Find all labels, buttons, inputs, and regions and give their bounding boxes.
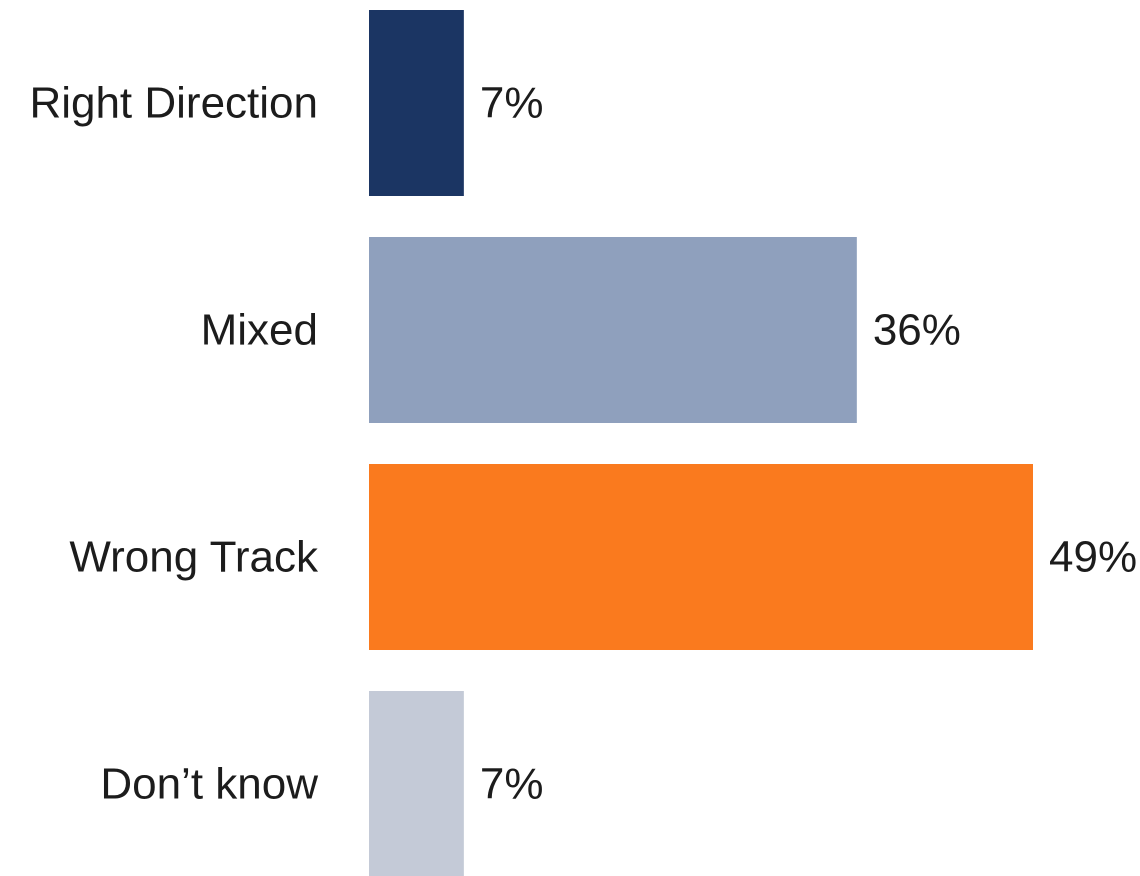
bar-wrong-track — [369, 464, 1033, 650]
bars-group: Right Direction 7% Mixed 36% Wrong Track 49% D… — [29, 10, 1137, 876]
bar-right-direction — [369, 10, 464, 196]
category-label: Don’t know — [100, 760, 318, 809]
value-label: 7% — [480, 79, 544, 128]
bar-don-t-know — [369, 691, 464, 876]
category-label: Mixed — [201, 306, 318, 355]
value-label: 36% — [873, 306, 961, 355]
value-label: 49% — [1049, 533, 1137, 582]
category-label: Right Direction — [29, 79, 318, 128]
value-label: 7% — [480, 760, 544, 809]
category-label: Wrong Track — [69, 533, 319, 582]
bar-mixed — [369, 237, 857, 423]
